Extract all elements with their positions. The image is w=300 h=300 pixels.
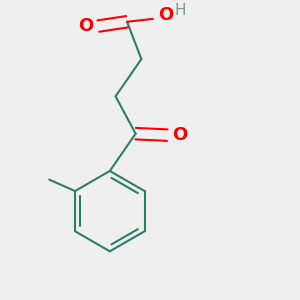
- Text: O: O: [158, 6, 173, 24]
- Text: O: O: [172, 126, 188, 144]
- Text: O: O: [78, 17, 93, 35]
- Text: H: H: [174, 3, 186, 18]
